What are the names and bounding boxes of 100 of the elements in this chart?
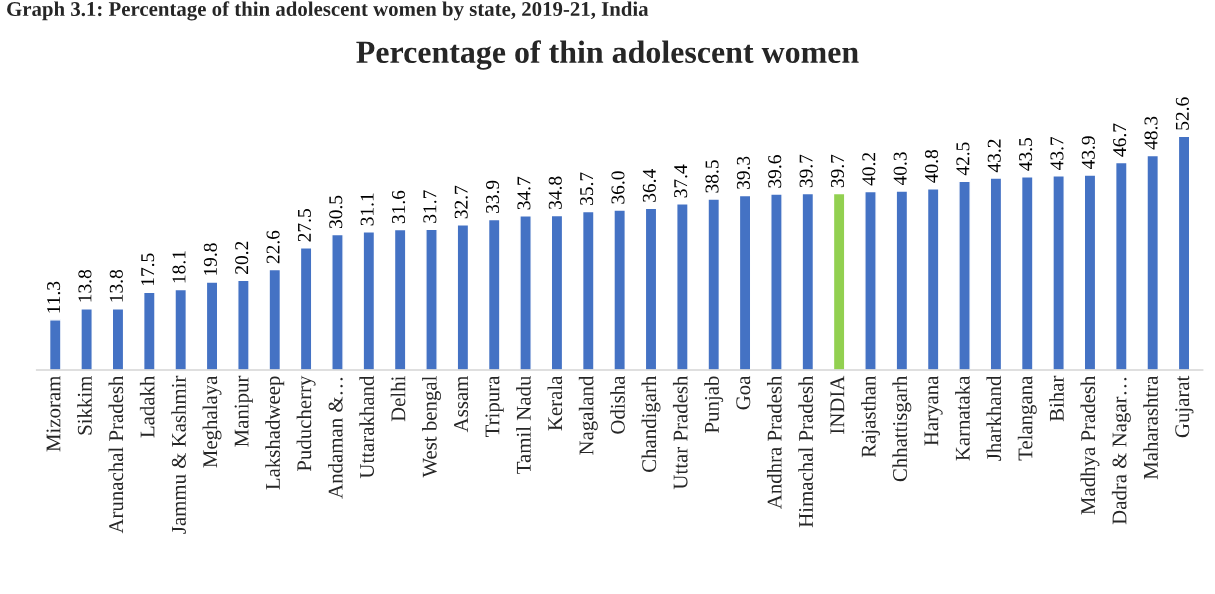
x-tick-label: Mizoram: [46, 375, 61, 452]
bar: [1083, 174, 1097, 371]
x-tick-label: Jharkhand: [986, 375, 1002, 461]
data-label: 39.6: [768, 155, 782, 188]
x-tick-label: INDIA: [830, 375, 845, 434]
bar: [1114, 161, 1128, 371]
x-tick-label: Rajasthan: [861, 375, 880, 458]
x-tick-label: Jammu & Kashmir: [171, 375, 186, 534]
x-tick-label: Kerala: [547, 375, 563, 431]
data-label: 36.4: [642, 169, 656, 202]
data-label: 40.3: [893, 152, 907, 186]
caption: Graph 3.1: Percentage of thin adolescent women by state, 2019-21, India: [7, 1, 649, 21]
data-label: 39.3: [736, 156, 751, 189]
data-label: 46.7: [1113, 123, 1127, 157]
bar: [676, 203, 689, 371]
bar: [895, 190, 909, 371]
x-tick-label: Meghalaya: [202, 375, 222, 468]
x-tick-label: Haryana: [924, 375, 943, 446]
x-tick-label: Himachal Pradesh: [798, 375, 813, 528]
bar: [864, 190, 877, 371]
data-label: 18.1: [172, 251, 186, 283]
x-tick-label: Punjab: [704, 376, 724, 433]
data-label: 40.2: [862, 152, 876, 186]
data-label: 52.6: [1175, 97, 1189, 130]
x-tick-label: Chhattisgarh: [892, 375, 912, 482]
x-tick-label: Goa: [736, 375, 751, 410]
data-label: 34.7: [517, 176, 531, 210]
data-label: 19.8: [203, 243, 217, 275]
bar: [770, 193, 783, 371]
x-tick-label: Odisha: [610, 375, 625, 434]
x-tick-label: Dadra & Nagar…: [1111, 377, 1131, 525]
data-label: 39.7: [830, 154, 845, 188]
x-tick-label: Arunachal Pradesh: [108, 375, 124, 534]
x-tick-label: Tamil Nadu: [516, 375, 531, 474]
data-label: 37.4: [674, 164, 688, 198]
data-label: 48.3: [1144, 116, 1158, 150]
x-tick-label: Gujarat: [1175, 375, 1194, 438]
x-tick-label: Sikkim: [77, 375, 92, 435]
bar: [331, 233, 344, 371]
bar: [299, 247, 313, 371]
data-label: 42.5: [956, 142, 970, 176]
bar: [1177, 135, 1191, 371]
data-label: 43.2: [987, 139, 1001, 173]
data-label: 38.5: [705, 160, 719, 193]
bar: [958, 180, 971, 371]
x-tick-label: Nagaland: [578, 375, 598, 455]
data-label: 31.1: [360, 193, 374, 226]
bar: [205, 281, 219, 371]
bar: [142, 291, 156, 371]
data-label: 27.5: [297, 209, 312, 242]
bar: [1146, 154, 1160, 371]
bar: [550, 214, 564, 371]
bar: [48, 319, 62, 371]
x-tick-label: Ladakh: [139, 375, 155, 438]
x-tick-label: Andaman &…: [328, 377, 343, 499]
x-tick-label: West bengal: [422, 376, 441, 478]
x-tick-label: Puducherry: [296, 375, 316, 472]
bar: [80, 308, 93, 371]
data-label: 43.7: [1050, 136, 1064, 170]
bar: [989, 177, 1003, 371]
bar: [926, 188, 940, 371]
data-label: 36.0: [611, 171, 625, 204]
x-tick-label: Chandigarh: [641, 375, 661, 472]
x-tick-label: Karnataka: [955, 375, 970, 461]
data-label: 13.8: [109, 269, 123, 302]
x-tick-label: Andhra Pradesh: [766, 375, 782, 510]
x-tick-label: Manipur: [234, 375, 253, 447]
bar: [738, 194, 752, 371]
x-tick-label: Uttarakhand: [359, 375, 375, 479]
bar: [174, 288, 188, 371]
x-tick-label: Lakshadweep: [265, 376, 285, 490]
bar: [581, 210, 595, 371]
x-tick-label: Maharashtra: [1143, 375, 1158, 480]
data-label: 31.6: [391, 190, 406, 224]
bar: [832, 192, 846, 371]
data-label: 11.3: [47, 281, 61, 313]
bar: [1052, 175, 1065, 371]
bar: [425, 228, 438, 371]
x-tick-label: Madhya Pradesh: [1080, 375, 1100, 515]
x-tick-label: Delhi: [390, 376, 406, 422]
data-label: 31.7: [423, 190, 437, 223]
x-tick-label: Bihar: [1049, 375, 1064, 422]
x-tick-label: Uttar Pradesh: [672, 375, 688, 490]
x-tick-label: Assam: [454, 375, 469, 433]
data-label: 39.7: [799, 154, 813, 188]
chart-title: Percentage of thin adolescent women: [356, 40, 859, 70]
data-label: 32.7: [454, 185, 468, 219]
bar: [268, 268, 282, 371]
bar: [519, 215, 532, 371]
bar: [237, 279, 250, 371]
data-label: 43.9: [1081, 136, 1095, 170]
data-label: 40.8: [924, 149, 939, 183]
bar: [456, 224, 470, 371]
data-label: 43.5: [1019, 137, 1033, 171]
bar: [707, 198, 721, 371]
data-label: 30.5: [329, 195, 343, 229]
x-tick-label: Tripura: [485, 375, 504, 437]
data-label: 17.5: [141, 253, 155, 286]
bar: [111, 308, 125, 371]
bar: [487, 218, 501, 371]
